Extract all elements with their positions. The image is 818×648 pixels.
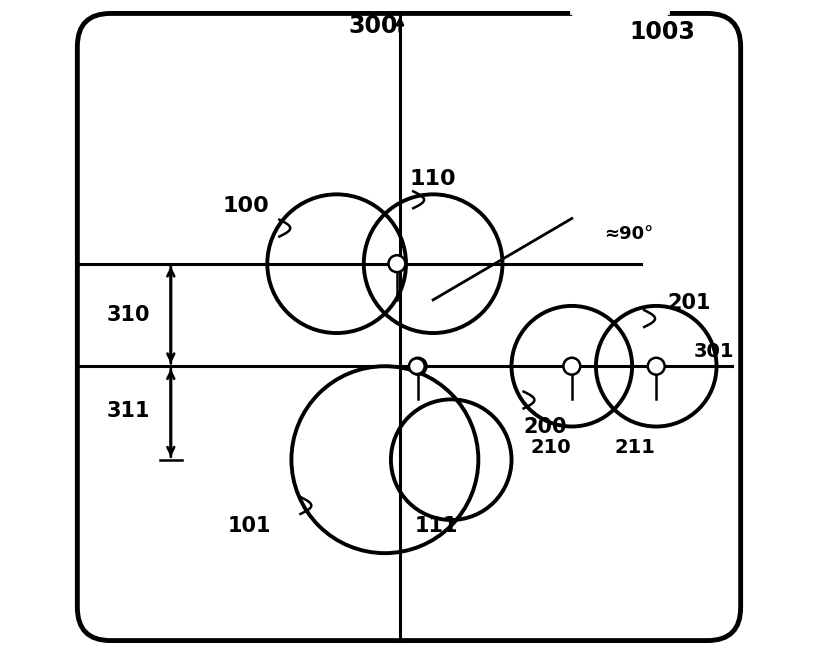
Text: 100: 100 [222,196,270,216]
Text: 300: 300 [348,14,398,38]
Text: 111: 111 [415,516,458,536]
Text: 1003: 1003 [629,19,695,43]
Text: 301: 301 [694,341,734,361]
Text: ≈90°: ≈90° [605,225,654,242]
Circle shape [389,255,406,272]
Circle shape [410,358,426,375]
Text: 200: 200 [523,417,566,437]
Text: 110: 110 [410,169,456,189]
Circle shape [648,358,665,375]
Circle shape [564,358,580,375]
Text: 211: 211 [614,438,655,457]
FancyBboxPatch shape [78,14,740,641]
Text: 310: 310 [107,305,151,325]
Circle shape [409,358,425,374]
Text: 311: 311 [107,402,151,421]
FancyBboxPatch shape [575,7,665,41]
Text: 101: 101 [227,516,271,536]
Text: 201: 201 [667,293,711,313]
Text: 210: 210 [530,438,571,457]
